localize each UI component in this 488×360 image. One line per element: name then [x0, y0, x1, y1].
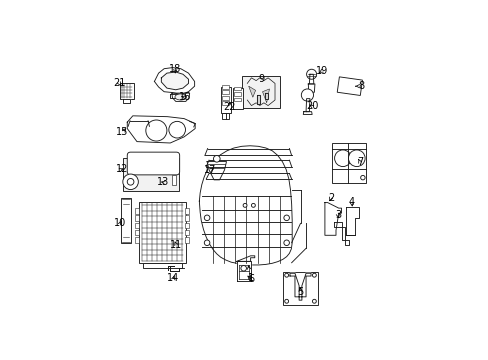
- Polygon shape: [161, 72, 188, 90]
- Text: 11: 11: [170, 240, 182, 250]
- Polygon shape: [207, 162, 226, 180]
- Text: 7: 7: [356, 157, 362, 167]
- Circle shape: [204, 240, 209, 246]
- Bar: [332, 143, 365, 183]
- Circle shape: [301, 89, 313, 101]
- Circle shape: [284, 299, 288, 303]
- Polygon shape: [309, 74, 313, 84]
- Bar: [185, 215, 189, 221]
- Bar: [135, 230, 139, 235]
- Polygon shape: [127, 116, 195, 143]
- Text: 14: 14: [167, 273, 179, 283]
- Circle shape: [334, 150, 350, 167]
- Bar: [172, 175, 176, 185]
- Text: 15: 15: [116, 127, 128, 138]
- Text: 1: 1: [247, 266, 253, 283]
- Ellipse shape: [175, 94, 186, 100]
- Circle shape: [127, 179, 134, 185]
- Circle shape: [243, 203, 246, 207]
- Text: 20: 20: [305, 102, 318, 111]
- Text: 21: 21: [113, 77, 125, 87]
- Bar: [185, 237, 189, 243]
- Circle shape: [122, 174, 138, 190]
- Bar: [135, 222, 139, 228]
- FancyBboxPatch shape: [127, 152, 179, 175]
- Circle shape: [284, 273, 288, 277]
- Polygon shape: [236, 256, 254, 261]
- Polygon shape: [262, 89, 269, 103]
- Text: 22: 22: [223, 102, 236, 112]
- Circle shape: [251, 203, 255, 207]
- Bar: [222, 102, 229, 105]
- Circle shape: [348, 150, 365, 167]
- Polygon shape: [248, 86, 255, 97]
- Bar: [135, 215, 139, 221]
- Circle shape: [168, 121, 185, 138]
- Polygon shape: [199, 146, 292, 265]
- Bar: [185, 208, 189, 214]
- Bar: [222, 85, 229, 89]
- Bar: [143, 263, 182, 268]
- Text: 3: 3: [334, 210, 340, 220]
- Bar: [232, 88, 243, 109]
- Text: 2: 2: [327, 193, 333, 203]
- Polygon shape: [257, 95, 259, 104]
- Polygon shape: [123, 99, 130, 103]
- Text: 4: 4: [348, 197, 354, 207]
- Polygon shape: [337, 77, 362, 95]
- Bar: [222, 90, 229, 94]
- Bar: [120, 84, 133, 99]
- Text: 19: 19: [315, 66, 327, 76]
- Bar: [185, 230, 189, 235]
- Text: 9: 9: [258, 74, 264, 84]
- Bar: [123, 158, 178, 191]
- Bar: [233, 92, 241, 96]
- Circle shape: [306, 69, 316, 79]
- Polygon shape: [172, 93, 189, 102]
- Bar: [121, 198, 131, 243]
- Bar: [222, 96, 229, 100]
- Polygon shape: [236, 261, 250, 281]
- Polygon shape: [333, 222, 348, 245]
- Bar: [233, 87, 241, 90]
- Polygon shape: [265, 93, 267, 99]
- Bar: [139, 202, 185, 263]
- Bar: [233, 98, 241, 102]
- Polygon shape: [154, 68, 194, 94]
- Polygon shape: [346, 207, 358, 235]
- Circle shape: [145, 120, 166, 141]
- Circle shape: [213, 156, 220, 162]
- Text: 17: 17: [204, 165, 216, 175]
- Circle shape: [241, 266, 246, 271]
- Text: 10: 10: [114, 219, 126, 228]
- Bar: [222, 113, 229, 119]
- Circle shape: [312, 299, 316, 303]
- Bar: [135, 237, 139, 243]
- Bar: [283, 273, 317, 305]
- Text: 16: 16: [178, 92, 190, 102]
- Text: 5: 5: [297, 287, 303, 297]
- Polygon shape: [305, 99, 309, 112]
- Circle shape: [284, 240, 289, 246]
- Text: 18: 18: [169, 64, 181, 74]
- Polygon shape: [289, 273, 310, 300]
- Bar: [242, 76, 280, 108]
- Text: 6: 6: [247, 274, 254, 284]
- Polygon shape: [324, 203, 341, 235]
- Circle shape: [204, 215, 209, 221]
- Text: 12: 12: [115, 164, 128, 174]
- Polygon shape: [307, 84, 314, 92]
- Bar: [185, 222, 189, 228]
- Text: 8: 8: [355, 81, 364, 91]
- Bar: [135, 208, 139, 214]
- Bar: [221, 87, 230, 113]
- Polygon shape: [303, 112, 311, 114]
- Circle shape: [284, 215, 289, 221]
- Circle shape: [360, 175, 365, 180]
- Text: 13: 13: [157, 177, 169, 187]
- Polygon shape: [169, 94, 176, 98]
- Circle shape: [312, 273, 316, 277]
